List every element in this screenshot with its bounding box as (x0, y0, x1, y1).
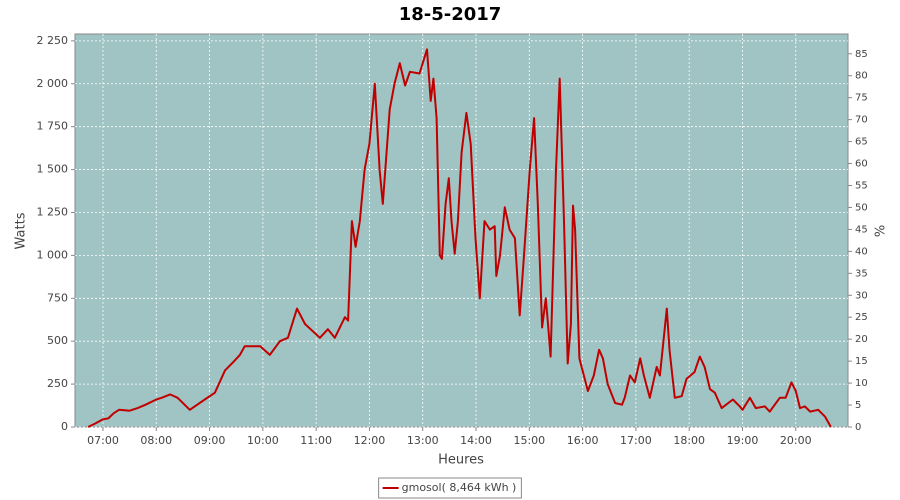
x-tick-label: 08:00 (140, 434, 172, 447)
y2-axis-label: % (874, 225, 889, 237)
y-tick-label: 250 (47, 377, 68, 390)
y2-tick-label: 10 (855, 378, 868, 389)
x-tick-label: 17:00 (620, 434, 652, 447)
y2-tick-label: 45 (855, 224, 868, 235)
x-tick-label: 16:00 (567, 434, 599, 447)
y2-tick-label: 40 (855, 246, 868, 257)
x-tick-label: 10:00 (247, 434, 279, 447)
y2-tick-label: 25 (855, 312, 868, 323)
x-tick-label: 18:00 (673, 434, 705, 447)
x-tick-label: 07:00 (87, 434, 119, 447)
x-tick-label: 20:00 (780, 434, 812, 447)
legend: gmosol( 8,464 kWh ) (378, 477, 522, 499)
y2-tick-label: 75 (855, 93, 868, 104)
chart-title: 18-5-2017 (399, 4, 502, 25)
y-tick-label: 500 (47, 334, 68, 347)
y-tick-label: 2 000 (37, 77, 69, 90)
y2-tick-label: 0 (855, 422, 861, 433)
y2-tick-label: 5 (855, 400, 861, 411)
plot-background (74, 33, 849, 428)
y2-tick-label: 70 (855, 115, 868, 126)
y-tick-label: 1 750 (37, 120, 69, 133)
y2-tick-label: 85 (855, 49, 868, 60)
y2-tick-label: 65 (855, 137, 868, 148)
y2-tick-label: 20 (855, 334, 868, 345)
y2-tick-label: 50 (855, 202, 868, 213)
y2-tick-label: 15 (855, 356, 868, 367)
legend-box (378, 477, 522, 499)
x-tick-label: 11:00 (300, 434, 332, 447)
x-tick-label: 14:00 (460, 434, 492, 447)
x-axis-label: Heures (438, 453, 484, 468)
y-tick-label: 1 250 (37, 205, 69, 218)
y-tick-label: 1 000 (37, 248, 69, 261)
y-tick-label: 2 250 (37, 34, 69, 47)
y-tick-label: 750 (47, 291, 68, 304)
y2-tick-label: 60 (855, 159, 868, 170)
data-line (87, 48, 832, 428)
legend-label: gmosol( 8,464 kWh ) (402, 481, 517, 494)
y-axis-label: Watts (14, 212, 29, 249)
x-tick-label: 19:00 (727, 434, 759, 447)
y2-tick-label: 35 (855, 268, 868, 279)
x-tick-label: 09:00 (194, 434, 226, 447)
y-tick-label: 1 500 (37, 163, 69, 176)
y2-tick-label: 55 (855, 180, 868, 191)
y2-tick-label: 30 (855, 290, 868, 301)
y-tick-label: 0 (61, 420, 68, 433)
y2-tick-label: 80 (855, 71, 868, 82)
x-tick-label: 15:00 (513, 434, 545, 447)
x-tick-label: 12:00 (354, 434, 386, 447)
x-tick-label: 13:00 (407, 434, 439, 447)
